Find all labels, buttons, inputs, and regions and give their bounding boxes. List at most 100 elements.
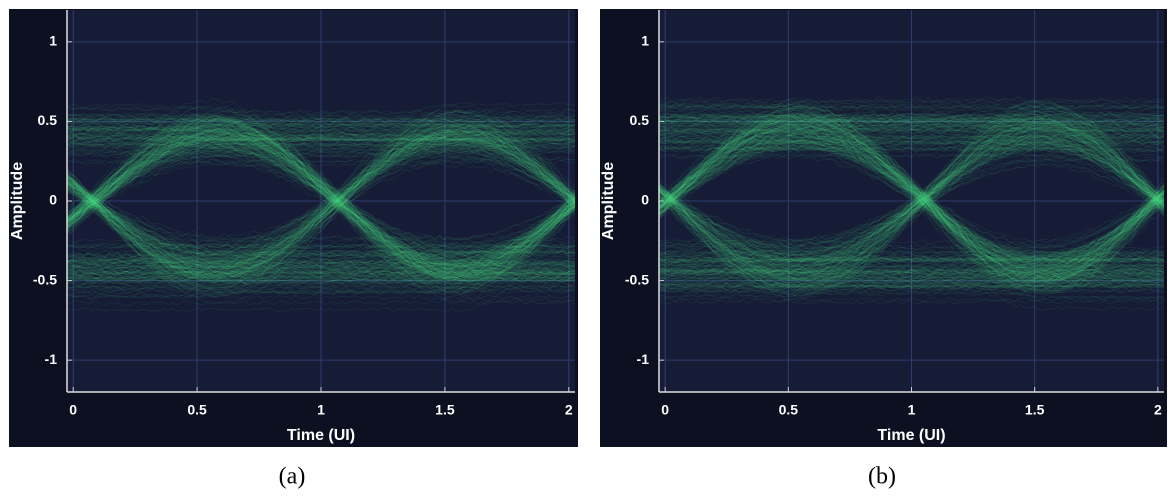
x-tick-label: 0.5 <box>779 402 799 418</box>
eye-trace <box>658 103 1165 110</box>
eye-trace <box>66 122 576 283</box>
eye-trace <box>66 121 576 219</box>
eye-trace <box>658 124 1165 268</box>
eye-trace <box>66 184 576 275</box>
eye-trace <box>66 126 576 272</box>
eye-trace <box>658 127 1165 274</box>
eye-trace <box>658 127 1165 211</box>
eye-trace <box>658 115 1165 209</box>
x-tick-label: 0 <box>661 402 669 418</box>
eye-trace <box>66 114 576 283</box>
eye-trace <box>67 121 576 187</box>
eye-trace <box>658 129 1165 136</box>
eye-trace <box>658 196 1165 278</box>
eye-trace <box>658 145 1165 258</box>
eye-trace <box>66 129 576 226</box>
eye-trace <box>658 122 1165 130</box>
eye-trace <box>658 123 1165 275</box>
eye-trace <box>658 157 1165 242</box>
eye-trace <box>658 125 1165 276</box>
eye-trace <box>66 138 576 262</box>
eye-trace <box>66 138 576 267</box>
eye-trace <box>658 114 1165 286</box>
eye-trace <box>66 116 576 282</box>
eye-trace <box>66 117 576 209</box>
eye-trace <box>66 128 576 271</box>
eye-trace <box>658 126 1165 265</box>
eye-trace <box>66 130 576 138</box>
eye-trace <box>658 184 1165 285</box>
eye-trace <box>658 110 1165 291</box>
eye-trace <box>66 140 576 257</box>
eye-trace <box>658 152 1165 159</box>
y-tick-label: 0.5 <box>38 112 58 128</box>
eye-trace <box>658 130 1165 271</box>
eye-trace <box>658 189 1165 280</box>
eye-trace <box>658 185 1165 281</box>
eye-trace <box>658 104 1165 299</box>
eye-trace <box>66 117 576 276</box>
eye-trace <box>658 116 1165 209</box>
eye-trace <box>67 105 576 303</box>
y-tick-label: 1 <box>49 33 57 49</box>
eye-trace <box>658 109 1165 285</box>
eye-trace <box>658 295 1165 303</box>
eye-trace <box>66 116 576 281</box>
eye-trace <box>658 136 1165 144</box>
eye-trace <box>658 281 1165 290</box>
eye-trace <box>66 149 576 204</box>
eye-trace <box>658 121 1165 277</box>
panel-caption: (a) <box>279 464 306 490</box>
x-axis-label: Time (UI) <box>877 427 945 444</box>
y-tick-label: -0.5 <box>33 271 57 287</box>
eye-trace <box>66 119 576 283</box>
eye-trace <box>66 114 576 222</box>
eye-trace <box>658 100 1165 293</box>
eye-trace <box>66 122 576 292</box>
eye-trace <box>66 123 576 277</box>
eye-trace <box>66 119 576 222</box>
eye-trace <box>658 127 1165 277</box>
eye-trace <box>658 145 1165 153</box>
eye-trace <box>66 172 576 287</box>
eye-trace <box>67 275 576 283</box>
eye-trace <box>66 125 576 274</box>
eye-trace <box>658 114 1165 278</box>
eye-trace <box>658 132 1165 259</box>
eye-trace <box>658 139 1165 209</box>
eye-trace <box>66 119 576 201</box>
eye-trace <box>66 138 576 221</box>
eye-trace <box>66 123 576 276</box>
eye-trace <box>658 188 1165 278</box>
eye-trace <box>658 97 1165 215</box>
eye-trace <box>658 98 1165 301</box>
eye-trace <box>658 131 1165 272</box>
eye-trace <box>658 115 1165 295</box>
eye-trace <box>658 121 1165 206</box>
eye-trace <box>658 121 1165 208</box>
eye-trace <box>658 270 1165 278</box>
eye-trace <box>66 189 576 261</box>
eye-trace <box>66 137 576 267</box>
eye-trace <box>66 121 576 280</box>
eye-trace <box>658 137 1165 263</box>
eye-trace <box>66 108 576 232</box>
eye-trace <box>66 127 576 282</box>
eye-trace <box>658 139 1165 270</box>
eye-trace <box>658 112 1165 218</box>
eye-trace <box>66 243 576 250</box>
eye-trace <box>658 194 1165 270</box>
eye-trace <box>66 133 576 234</box>
eye-trace <box>66 140 576 203</box>
eye-trace <box>658 103 1165 294</box>
x-tick-label: 1.5 <box>1025 402 1045 418</box>
eye-trace <box>66 135 576 219</box>
eye-trace <box>66 125 576 232</box>
eye-trace <box>66 136 576 225</box>
eye-trace <box>66 177 576 277</box>
eye-trace <box>658 102 1165 298</box>
eye-trace <box>658 256 1165 264</box>
eye-trace <box>658 146 1165 209</box>
eye-trace <box>658 128 1165 207</box>
eye-trace <box>658 131 1165 276</box>
